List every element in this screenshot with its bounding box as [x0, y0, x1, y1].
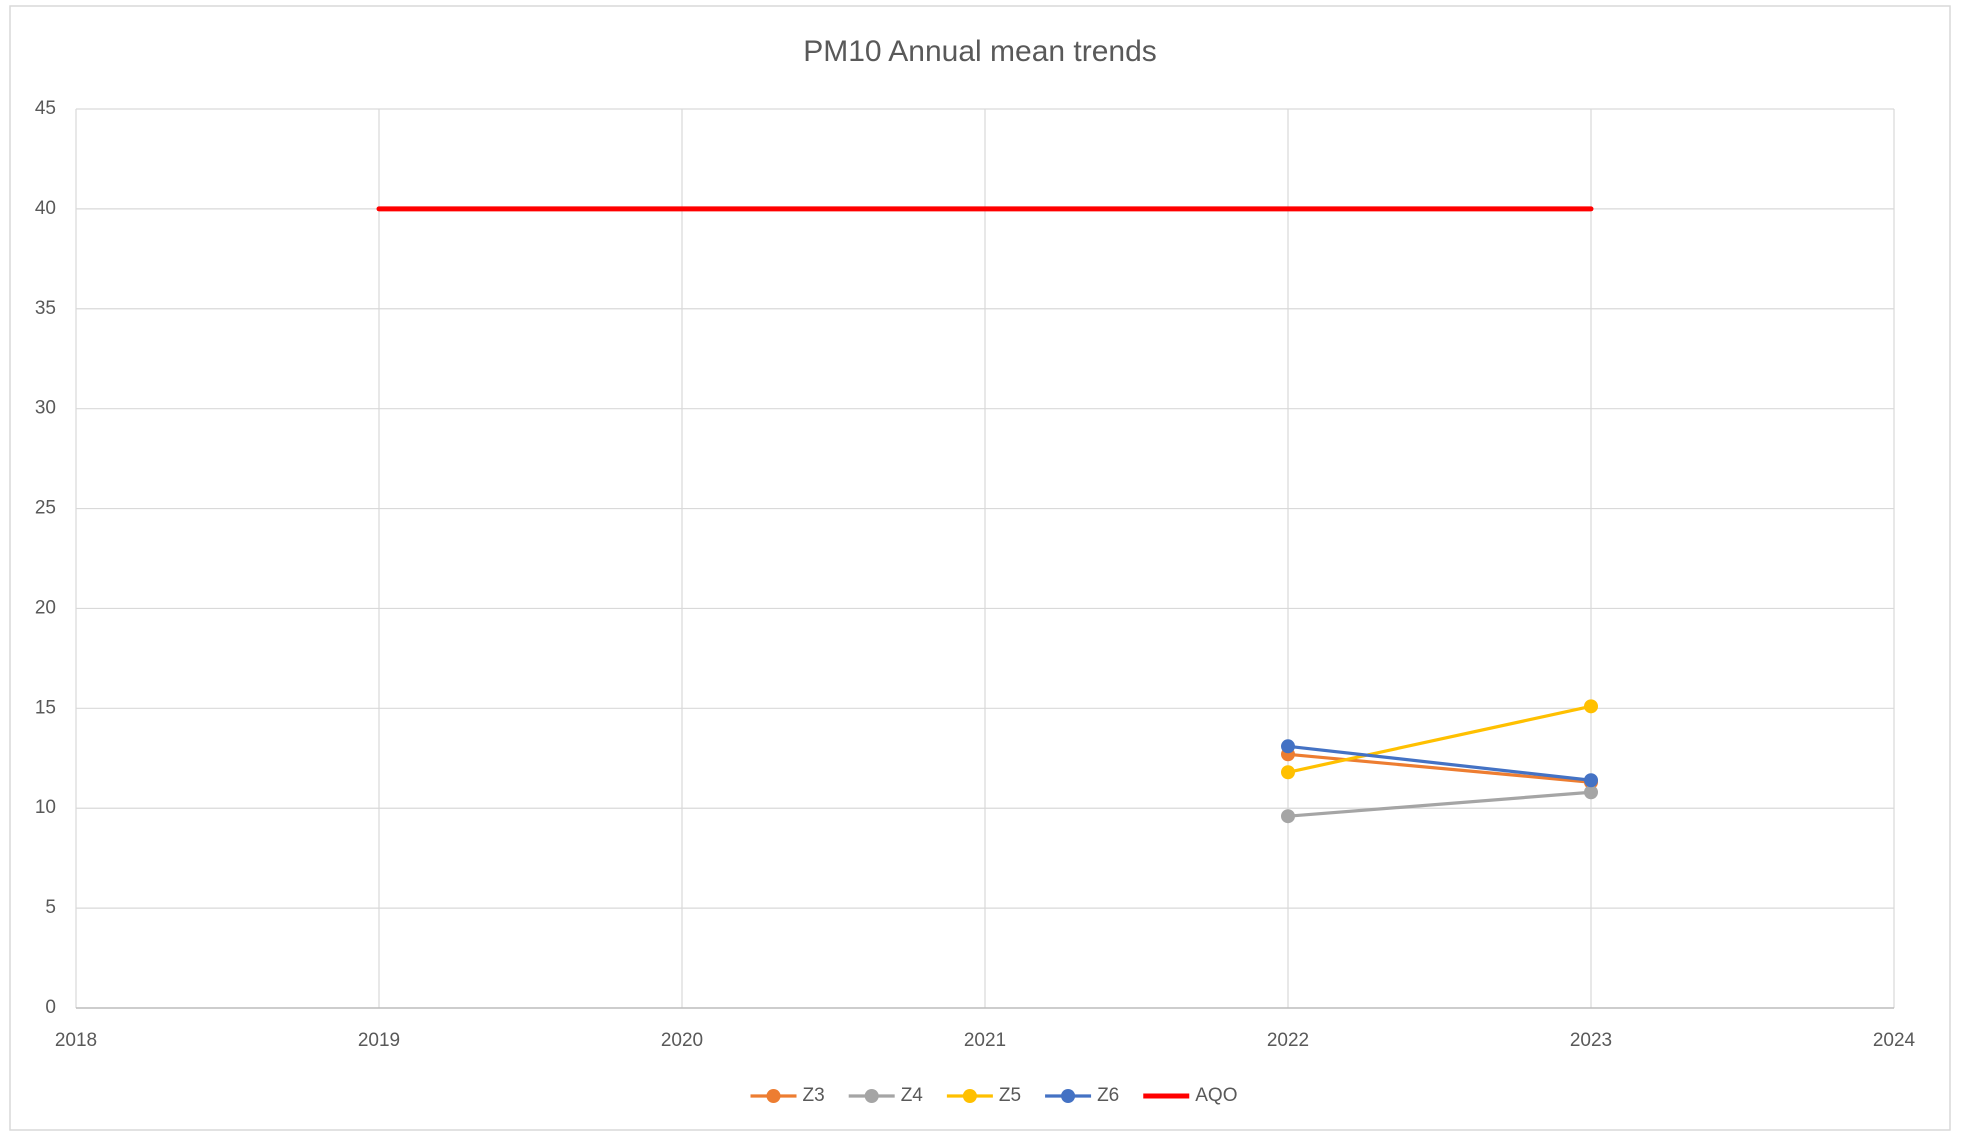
data-point	[1281, 765, 1295, 780]
data-point	[1281, 739, 1295, 754]
legend-marker	[1061, 1089, 1076, 1103]
y-tick-label: 30	[35, 398, 56, 419]
legend-label: AQO	[1195, 1085, 1237, 1106]
y-tick-label: 15	[35, 697, 56, 718]
series-line	[1286, 744, 1593, 782]
data-point	[1584, 773, 1598, 788]
y-tick-label: 0	[45, 997, 56, 1018]
x-tick-label: 2020	[661, 1030, 703, 1051]
series-line	[1286, 704, 1593, 774]
data-point	[1584, 785, 1598, 800]
legend-label: Z6	[1097, 1085, 1119, 1106]
y-tick-label: 25	[35, 498, 56, 519]
x-tick-label: 2021	[964, 1030, 1006, 1051]
x-tick-label: 2022	[1267, 1030, 1309, 1051]
data-point	[1584, 699, 1598, 714]
y-tick-label: 5	[45, 897, 56, 918]
chart-title: PM10 Annual mean trends	[803, 35, 1157, 68]
legend-marker	[864, 1089, 879, 1103]
y-tick-label: 35	[35, 298, 56, 319]
x-tick-label: 2019	[358, 1030, 400, 1051]
series-line	[1286, 752, 1593, 784]
chart-border	[9, 5, 1951, 1131]
x-tick-label: 2018	[55, 1030, 97, 1051]
legend-label: Z5	[999, 1085, 1021, 1106]
y-tick-label: 40	[35, 198, 56, 219]
legend-marker	[962, 1089, 977, 1103]
x-tick-label: 2023	[1570, 1030, 1612, 1051]
legend-label: Z4	[901, 1085, 924, 1106]
data-point	[1281, 809, 1295, 824]
x-tick-label: 2024	[1873, 1030, 1916, 1051]
legend-label: Z3	[803, 1085, 825, 1106]
legend-marker	[766, 1089, 781, 1103]
y-tick-label: 45	[35, 98, 56, 119]
y-tick-label: 10	[35, 797, 56, 818]
series-line	[1286, 790, 1593, 818]
y-tick-label: 20	[35, 597, 56, 618]
